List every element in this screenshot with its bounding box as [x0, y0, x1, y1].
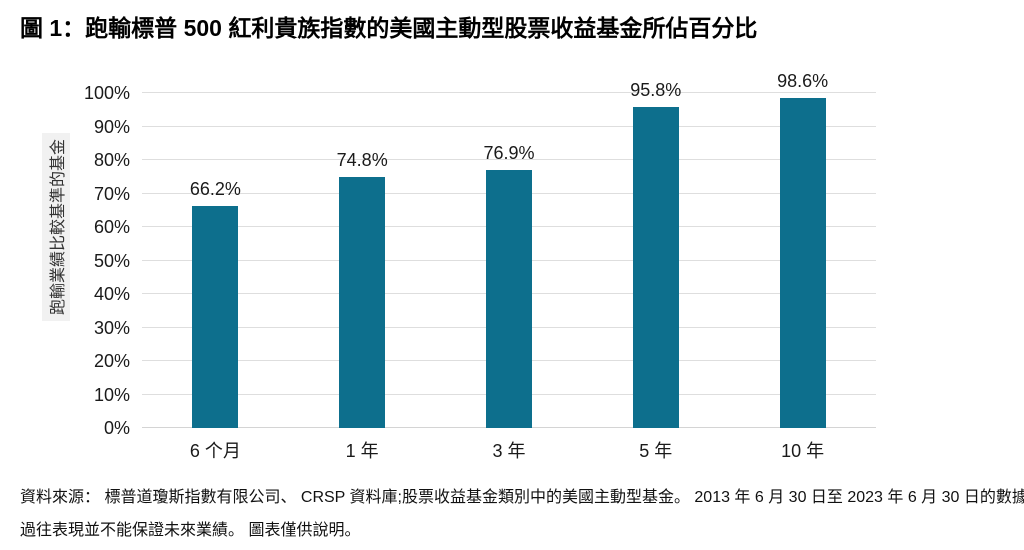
y-tick-label-70: 70%	[93, 183, 130, 204]
y-tick-label-90: 90%	[93, 116, 130, 137]
bar-value-label: 74.8%	[336, 150, 388, 171]
y-tick-label-100: 100%	[83, 83, 130, 103]
x-tick-label: 6 个月	[189, 441, 241, 461]
bar-5 年	[632, 107, 679, 428]
x-tick-label: 5 年	[639, 441, 673, 461]
gridline-80	[142, 159, 876, 160]
bar-10 年	[779, 97, 826, 428]
bar-1 年	[339, 177, 386, 428]
disclaimer-note: 過往表現並不能保證未來業績。 圖表僅供說明。	[20, 522, 361, 539]
gridline-90	[142, 125, 876, 127]
plot-area: 0% 10% 20% 30% 40% 50% 60% 70% 80% 90% 100% 66.2% 6 …	[84, 71, 876, 461]
bar-value-label: 66.2%	[189, 179, 241, 200]
bar-value-label: 95.8%	[630, 80, 682, 101]
y-tick-label-60: 60%	[93, 217, 130, 237]
bar-value-label: 98.6%	[777, 70, 829, 91]
source-note: 資料來源： 標普道瓊斯指數有限公司、 CRSP 資料庫;股票收益基金類別中的美國…	[20, 489, 1024, 506]
bar-6 个月	[192, 206, 239, 428]
gridline-100	[142, 92, 876, 93]
bar-3 年	[486, 170, 532, 428]
y-tick-label-10: 10%	[93, 384, 130, 405]
y-tick-label-0: 0%	[103, 418, 130, 438]
y-tick-label-30: 30%	[93, 317, 130, 338]
y-tick-label-80: 80%	[93, 150, 130, 170]
x-tick-label: 10 年	[781, 441, 825, 461]
x-tick-label: 1 年	[345, 441, 379, 461]
y-tick-label-20: 20%	[93, 351, 130, 371]
y-tick-label-50: 50%	[93, 250, 130, 271]
bar-value-label: 76.9%	[483, 143, 535, 164]
figure-title: 圖 1：跑輸標普 500 紅利貴族指數的美國主動型股票收益基金所佔百分比	[20, 15, 758, 41]
y-tick-label-40: 40%	[93, 284, 130, 304]
x-tick-label: 3 年	[492, 441, 526, 461]
